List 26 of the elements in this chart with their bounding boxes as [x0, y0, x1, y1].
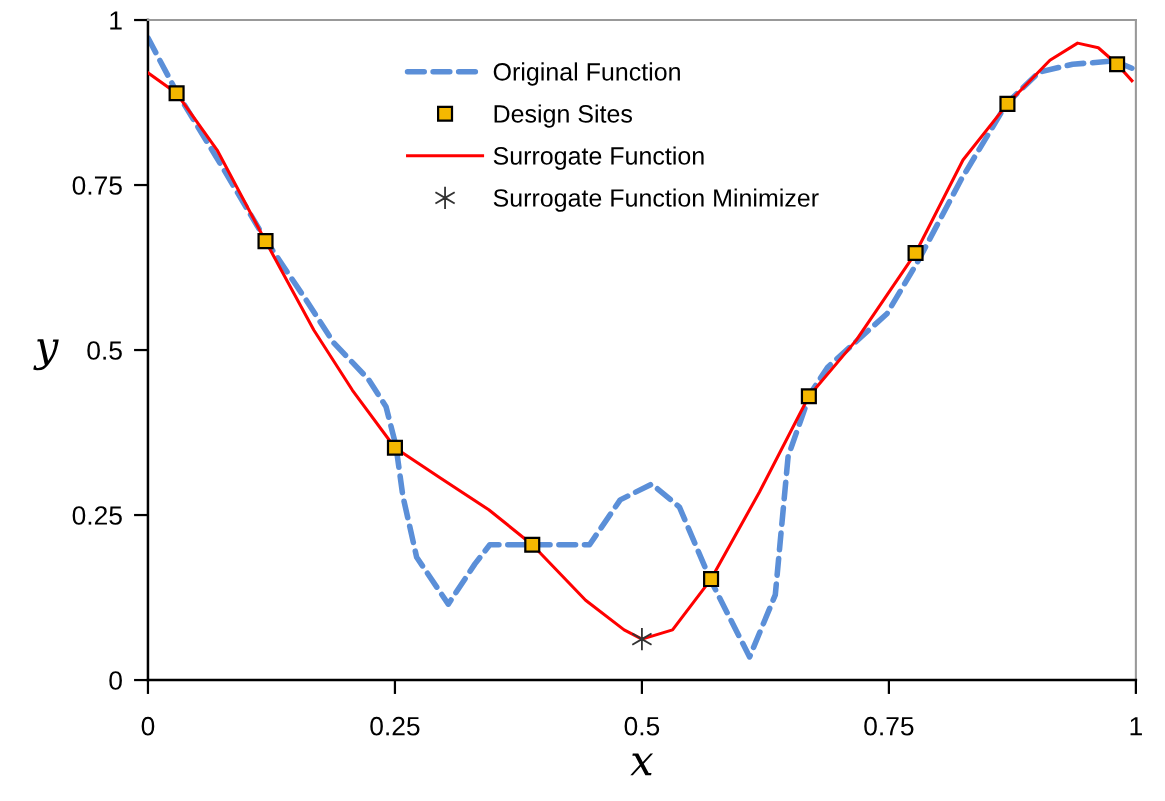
x-tick-label: 0.75 [864, 716, 914, 736]
legend-label: Surrogate Function Minimizer [493, 188, 819, 212]
x-tick-label: 0.25 [370, 716, 420, 736]
y-tick-label: 1 [110, 11, 122, 30]
x-tick-label: 0.5 [624, 716, 660, 736]
y-axis-title: y [33, 339, 59, 371]
legend-label: Design Sites [494, 104, 632, 128]
point [386, 439, 403, 456]
y-tick-label: 0 [109, 671, 122, 690]
point [703, 571, 720, 588]
y-tick-label: 0.25 [72, 506, 122, 525]
x-tick-label: 0 [141, 716, 155, 736]
point [168, 85, 185, 102]
y-tick-label: 0.75 [72, 176, 122, 195]
point [999, 95, 1016, 112]
point [524, 536, 541, 553]
point [800, 388, 817, 405]
point [631, 627, 653, 652]
legend-label: Original Function [493, 62, 680, 86]
point [907, 244, 924, 262]
x-axis-title: x [630, 753, 654, 776]
y-tick-label: 0.5 [87, 341, 122, 360]
x-tick-label: 1 [1130, 717, 1142, 736]
point [1109, 56, 1126, 73]
point [257, 233, 274, 250]
legend-label: Surrogate Function [493, 146, 704, 170]
